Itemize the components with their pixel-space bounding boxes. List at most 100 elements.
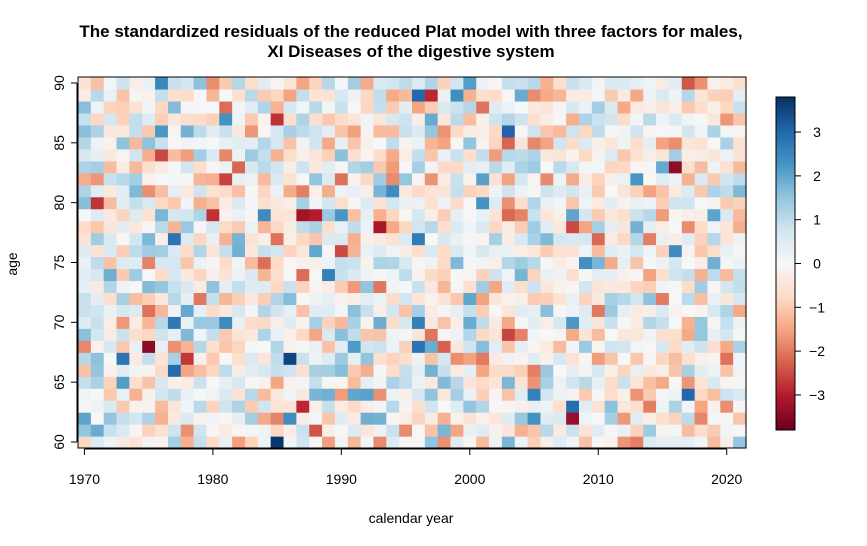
heatmap-cell xyxy=(103,340,118,353)
heatmap-cell xyxy=(347,352,362,365)
heatmap-cell xyxy=(501,400,516,413)
heatmap-cell xyxy=(733,340,747,353)
heatmap-cell xyxy=(322,400,336,413)
heatmap-cell xyxy=(656,268,670,282)
heatmap-cell xyxy=(309,184,323,198)
heatmap-cell xyxy=(617,316,631,329)
heatmap-cell xyxy=(245,268,259,282)
plot-frame xyxy=(77,76,747,449)
chart-title-line-2: XI Diseases of the digestive system xyxy=(267,42,554,61)
heatmap-cell xyxy=(412,400,426,413)
heatmap-cell xyxy=(270,172,285,186)
heatmap-cell xyxy=(373,424,387,437)
heatmap-cell xyxy=(270,304,285,317)
heatmap-cell xyxy=(334,280,349,294)
heatmap-cell xyxy=(142,77,156,90)
heatmap-cell xyxy=(155,424,169,437)
heatmap-cell xyxy=(90,268,105,282)
heatmap-cell xyxy=(245,352,259,365)
heatmap-cell xyxy=(733,196,747,210)
heatmap-cell xyxy=(386,328,400,341)
heatmap-cell xyxy=(257,292,272,305)
heatmap-cell xyxy=(347,124,362,138)
heatmap-cell xyxy=(553,112,567,126)
heatmap-cell xyxy=(591,340,606,353)
heatmap-cell xyxy=(643,292,657,305)
heatmap-cell xyxy=(309,220,323,234)
heatmap-cell xyxy=(591,172,606,186)
heatmap-cell xyxy=(334,364,349,377)
heatmap-cell xyxy=(668,136,683,150)
heatmap-cell xyxy=(424,160,439,174)
heatmap-cell xyxy=(232,316,246,329)
heatmap-cell xyxy=(232,328,246,341)
heatmap-cell xyxy=(514,292,529,305)
heatmap-cell xyxy=(309,136,323,150)
heatmap-cell xyxy=(155,376,169,389)
heatmap-cell xyxy=(694,256,709,270)
heatmap-cell xyxy=(193,280,208,294)
heatmap-cell xyxy=(180,100,195,114)
heatmap-cell xyxy=(373,172,387,186)
heatmap-cell xyxy=(142,304,156,317)
heatmap-cell xyxy=(437,280,452,294)
heatmap-cell xyxy=(450,352,464,365)
heatmap-cell xyxy=(656,292,670,305)
heatmap-cell xyxy=(514,136,529,150)
heatmap-cell xyxy=(193,424,208,437)
heatmap-cell xyxy=(193,77,208,90)
heatmap-cell xyxy=(424,376,439,389)
heatmap-cell xyxy=(553,412,567,425)
heatmap-cell xyxy=(296,184,310,198)
heatmap-cell xyxy=(347,400,362,413)
heatmap-cell xyxy=(206,136,220,150)
heatmap-cell xyxy=(514,184,529,198)
heatmap-cell xyxy=(591,112,606,126)
heatmap-cell xyxy=(424,340,439,353)
heatmap-cell xyxy=(707,436,721,449)
heatmap-cell xyxy=(257,340,272,353)
heatmap-cell xyxy=(694,172,709,186)
heatmap-cell xyxy=(720,77,734,90)
heatmap-cell xyxy=(617,220,631,234)
heatmap-cell xyxy=(656,172,670,186)
heatmap-cell xyxy=(553,196,567,210)
heatmap-cell xyxy=(232,172,246,186)
heatmap-cell xyxy=(591,160,606,174)
heatmap-cell xyxy=(527,364,542,377)
heatmap-cell xyxy=(733,184,747,198)
heatmap-cell xyxy=(180,184,195,198)
heatmap-cell xyxy=(566,436,580,449)
heatmap-cell xyxy=(566,184,580,198)
heatmap-cell xyxy=(206,148,220,162)
heatmap-cell xyxy=(656,316,670,329)
heatmap-cell xyxy=(630,292,644,305)
heatmap-cell xyxy=(553,184,567,198)
heatmap-cell xyxy=(206,100,220,114)
heatmap-cell xyxy=(463,232,477,246)
heatmap-cell xyxy=(180,148,195,162)
heatmap-cell xyxy=(553,304,567,317)
heatmap-cell xyxy=(360,340,375,353)
heatmap-cell xyxy=(360,304,375,317)
heatmap-cell xyxy=(668,436,683,449)
heatmap-cell xyxy=(463,412,477,425)
heatmap-cell xyxy=(450,112,464,126)
heatmap-cell xyxy=(694,328,709,341)
heatmap-cell xyxy=(78,172,92,186)
heatmap-cell xyxy=(566,172,580,186)
heatmap-cell xyxy=(257,352,272,365)
heatmap-cell xyxy=(142,244,156,258)
heatmap-cell xyxy=(643,400,657,413)
heatmap-cell xyxy=(103,412,118,425)
heatmap-cell xyxy=(219,412,233,425)
heatmap-cell xyxy=(424,256,439,270)
heatmap-cell xyxy=(489,208,503,222)
heatmap-cell xyxy=(193,304,208,317)
heatmap-cell xyxy=(257,208,272,222)
heatmap-cell xyxy=(553,148,567,162)
heatmap-cell xyxy=(399,184,413,198)
heatmap-cell xyxy=(245,316,259,329)
heatmap-cell xyxy=(206,280,220,294)
heatmap-cell xyxy=(257,400,272,413)
